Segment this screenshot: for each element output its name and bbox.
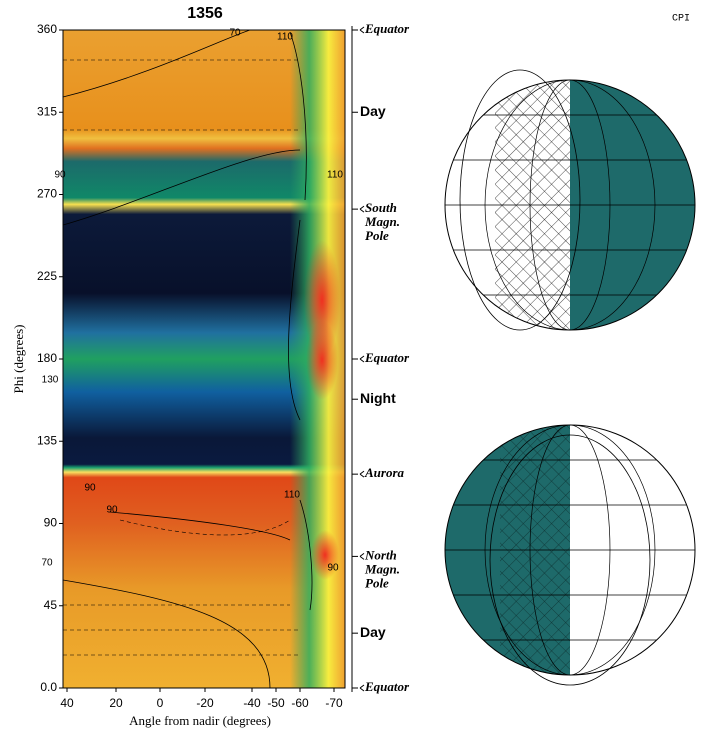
chart-title: 1356 [187,5,223,22]
corner-label: CPI [672,14,690,25]
annotation-arrow [359,553,365,560]
globe-top [444,69,696,331]
contour-label: 90 [106,505,118,516]
contour-label: 90 [84,483,96,494]
x-tick-label: 0 [157,696,164,710]
contour-label: 110 [327,170,343,181]
annotation-label: North [364,547,397,562]
contour-label: 90 [54,170,66,181]
annotation-label: Day [360,624,386,640]
annotation-label: Magn. [364,214,400,229]
y-tick-label: 315 [37,104,57,118]
annotation-arrow [359,470,365,478]
contour-label: 90 [327,563,339,574]
annotation-arrow [359,355,365,363]
annotation-label: Day [360,103,386,119]
contour-label: 110 [277,32,293,43]
annotation-label: South [365,200,397,215]
y-tick-label: 0.0 [40,680,57,694]
contour-label: 70 [41,558,53,569]
contour-label: 110 [284,490,300,501]
annotation-label: Equator [364,679,410,694]
y-axis-label: Phi (degrees) [11,325,26,394]
contour-label: 70 [229,28,241,39]
heatmap-spot [306,320,338,400]
x-tick-label: -70 [325,696,343,710]
y-tick-label: 225 [37,269,57,283]
annotation-label: Pole [365,228,389,243]
annotation-arrow [359,205,365,213]
x-tick-label: -50 [267,696,285,710]
y-tick-label: 135 [37,433,57,447]
annotation-label: Night [360,390,396,406]
annotation-label: Equator [364,21,410,36]
x-tick-label: -40 [243,696,261,710]
x-tick-label: 40 [60,696,74,710]
x-tick-label: -20 [196,696,214,710]
contours [62,29,313,689]
x-axis-label: Angle from nadir (degrees) [129,713,271,728]
annotation-label: Pole [365,575,389,590]
contour-label: 130 [42,375,59,386]
heatmap-spot [311,530,339,580]
x-tick-label: 20 [109,696,123,710]
y-tick-label: 45 [44,598,58,612]
y-tick-label: 180 [37,351,57,365]
globe-bottom [444,424,696,686]
contour-dashes [63,59,300,656]
annotation-label: Aurora [364,465,405,480]
annotation-arrow [359,26,365,34]
x-tick-label: -60 [291,696,309,710]
y-tick-label: 270 [37,187,57,201]
annotation-label: Magn. [364,561,400,576]
annotation-label: Equator [364,350,410,365]
y-tick-label: 90 [44,516,58,530]
y-tick-label: 360 [37,22,57,36]
annotation-arrow [359,684,365,692]
heatmap-area [62,29,345,689]
